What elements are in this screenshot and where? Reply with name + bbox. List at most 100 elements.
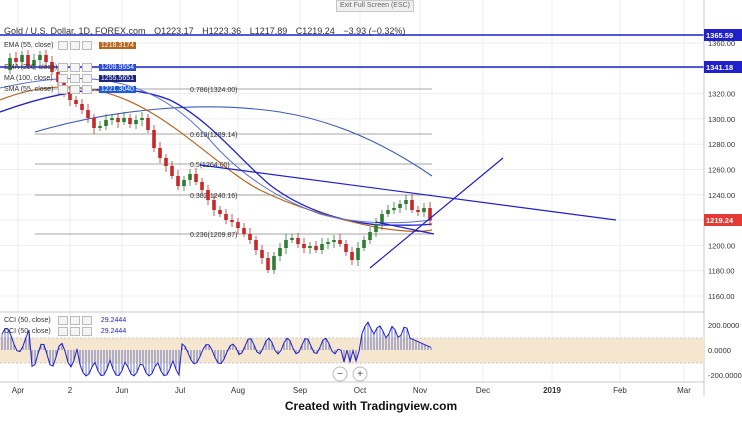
cci-value: 29.2444 (98, 317, 129, 325)
candle-body (290, 238, 294, 240)
candle-body (416, 210, 420, 212)
candle-body (182, 180, 186, 186)
indicator-row-sma200[interactable]: SMA (200, close) 1209.9554 (4, 63, 136, 74)
eye-icon[interactable] (57, 85, 68, 94)
time-tick: Jul (175, 386, 185, 395)
close-icon[interactable] (81, 85, 92, 94)
candle-body (122, 118, 126, 122)
candle-body (104, 120, 108, 126)
cci-tick: -200.0000 (708, 371, 742, 380)
candle-body (344, 244, 348, 252)
candle-body (134, 120, 138, 124)
cci-tick: 200.0000 (708, 321, 739, 330)
exit-fullscreen-button[interactable]: Exit Full Screen (ESC) (336, 0, 414, 12)
candle-body (302, 244, 306, 248)
indicator-label: SMA (55, close) (4, 86, 54, 94)
candle-body (14, 58, 18, 62)
candle-body (50, 62, 54, 72)
candle-body (20, 55, 24, 62)
ohlc-high: H1223.36 (202, 26, 242, 36)
candle-body (146, 118, 150, 130)
settings-icon[interactable] (69, 41, 80, 50)
candle-body (164, 158, 168, 166)
candle-body (74, 100, 78, 104)
candle-body (272, 256, 276, 270)
price-candles (8, 50, 432, 274)
candle-body (356, 248, 360, 260)
settings-icon[interactable] (69, 327, 80, 336)
candle-body (410, 200, 414, 210)
close-icon[interactable] (81, 63, 92, 72)
zoom-in-icon: + (357, 369, 363, 380)
price-tick: 1320.00 (708, 90, 735, 99)
candle-body (254, 240, 258, 250)
candle-body (218, 210, 222, 214)
candle-body (260, 250, 264, 258)
sma-200-line (0, 77, 433, 224)
fibonacci-levels[interactable]: 0.786(1324.00) 0.618(1289.14) 0.5(1264.60)… (35, 87, 432, 239)
eye-icon[interactable] (57, 316, 68, 325)
price-tick: 1300.00 (708, 115, 735, 124)
price-tick: 1240.00 (708, 191, 735, 200)
time-tick: Jun (116, 386, 129, 395)
time-tick: Nov (413, 386, 427, 395)
candle-body (278, 248, 282, 256)
candle-body (338, 240, 342, 244)
price-axis[interactable]: 1360.001340.001320.001300.001280.001260.… (703, 0, 735, 396)
candle-body (332, 240, 336, 242)
candle-body (284, 240, 288, 248)
candle-body (212, 200, 216, 210)
ema-55-line (0, 86, 433, 232)
eye-icon[interactable] (57, 41, 68, 50)
candle-body (128, 118, 132, 124)
candle-body (314, 246, 318, 250)
cci-label: CCI (50, close) (4, 328, 51, 336)
candle-body (422, 208, 426, 212)
trendline-descending[interactable] (199, 164, 617, 221)
candle-body (158, 148, 162, 158)
candle-body (428, 208, 432, 220)
fib-level-label: 0.786(1324.00) (190, 87, 237, 94)
settings-icon[interactable] (69, 316, 80, 325)
indicator-row-ema55[interactable]: EMA (55, close) 1218.3174 (4, 41, 136, 52)
zoom-in-button[interactable] (352, 366, 368, 382)
trendline-ascending[interactable] (369, 157, 504, 269)
symbol-title[interactable]: Gold / U.S. Dollar, 1D, FOREX.com (4, 26, 146, 36)
cci-axis: 200.0000 0.0000 -200.0000 (708, 321, 742, 380)
candle-body (116, 118, 120, 122)
indicator-row-sma55[interactable]: SMA (55, close) 1221.3040 (4, 85, 136, 96)
candle-body (170, 166, 174, 176)
settings-icon[interactable] (69, 85, 80, 94)
close-icon[interactable] (81, 316, 92, 325)
candle-body (32, 60, 36, 66)
time-tick: 2019 (543, 386, 561, 395)
candle-body (188, 174, 192, 180)
indicator-label: SMA (200, close) (4, 64, 58, 72)
close-icon[interactable] (81, 327, 92, 336)
candle-body (230, 220, 234, 222)
zoom-out-button[interactable] (332, 366, 348, 382)
candle-body (236, 222, 240, 228)
price-tick: 1180.00 (708, 267, 735, 276)
time-tick: Mar (677, 386, 691, 395)
candle-body (194, 174, 198, 182)
price-tick: 1200.00 (708, 241, 735, 250)
price-tag-label: 1341.18 (706, 63, 733, 72)
zoom-controls[interactable]: − + (332, 366, 368, 382)
cci-row-2[interactable]: CCI (50, close) 29.2444 (4, 327, 129, 338)
indicator-row-ma100[interactable]: MA (100, close) 1255.5651 (4, 74, 136, 85)
eye-icon[interactable] (57, 327, 68, 336)
close-icon[interactable] (81, 41, 92, 50)
settings-icon[interactable] (69, 63, 80, 72)
close-icon[interactable] (81, 74, 92, 83)
zoom-out-icon: − (337, 369, 343, 380)
eye-icon[interactable] (57, 74, 68, 83)
trendline-channel[interactable] (375, 221, 435, 235)
price-tag (704, 29, 742, 41)
time-tick: Dec (476, 386, 490, 395)
cci-row-1[interactable]: CCI (50, close) 29.2444 (4, 316, 129, 327)
eye-icon[interactable] (57, 63, 68, 72)
settings-icon[interactable] (69, 74, 80, 83)
time-axis[interactable]: Apr 2 Jun Jul Aug Sep Oct Nov Dec 2019 Feb Mar (12, 386, 691, 395)
